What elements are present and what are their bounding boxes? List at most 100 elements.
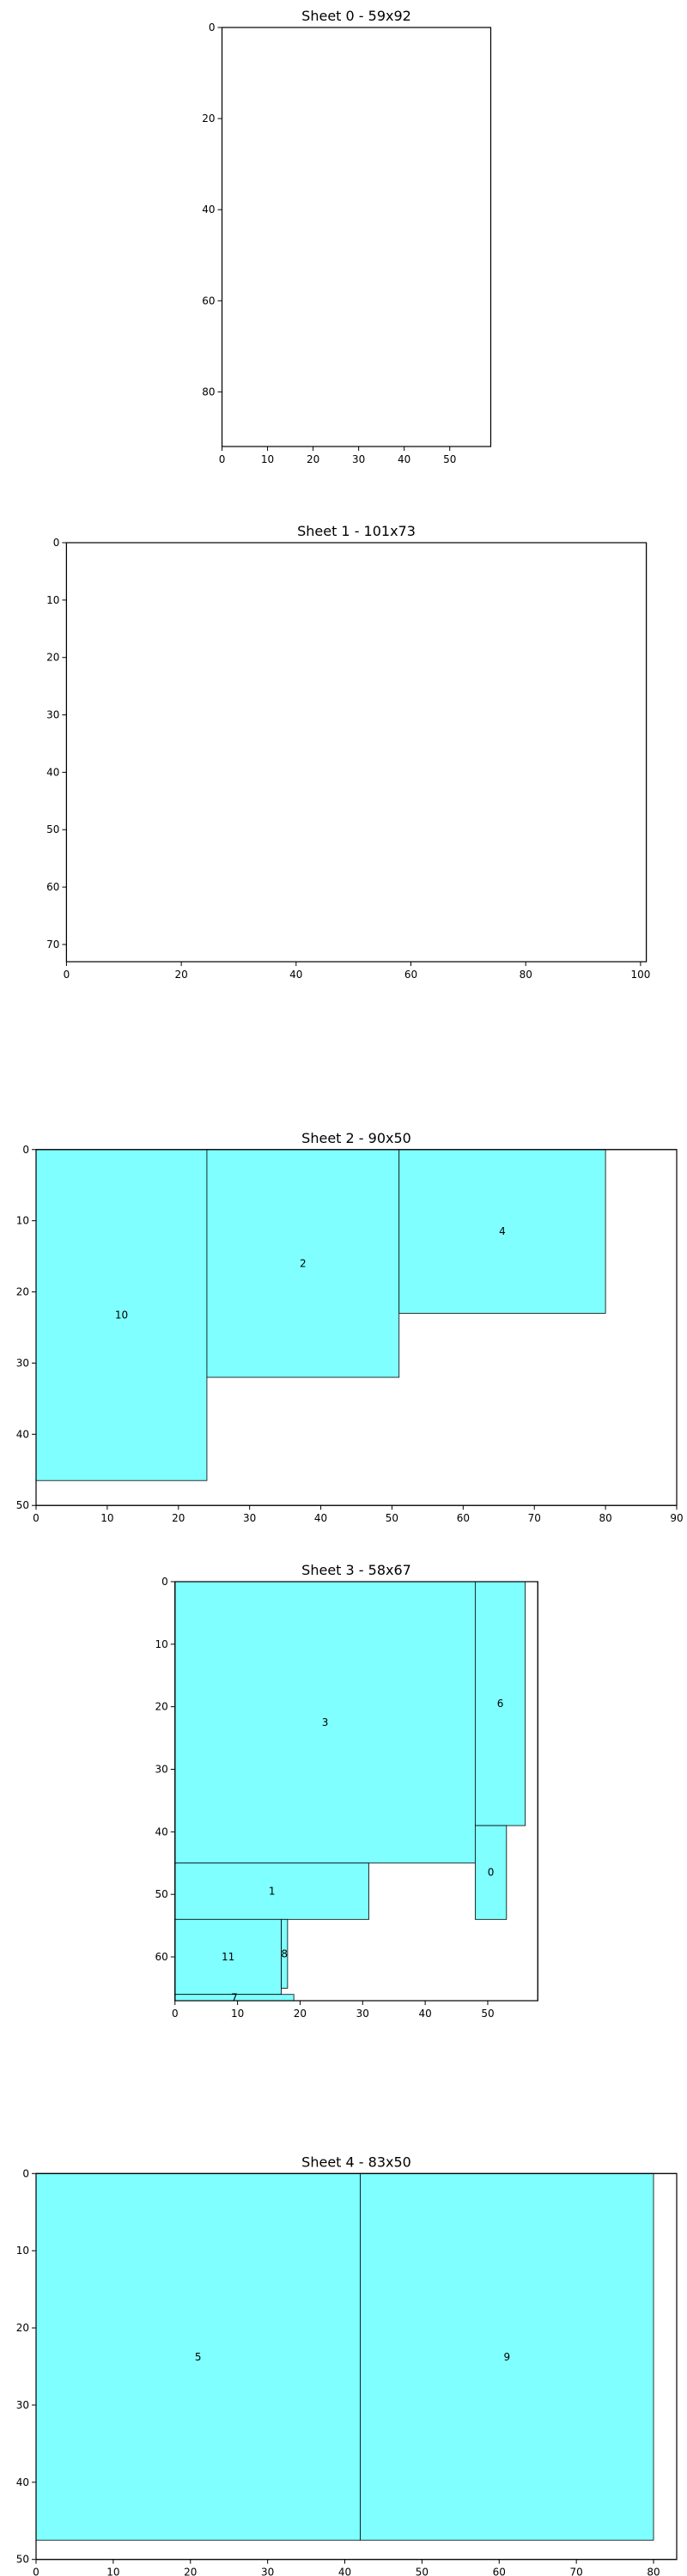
sheet-2-ytick-label: 40 [16, 1428, 29, 1440]
piece-6-label: 6 [497, 1698, 504, 1710]
sheet-2-xtick-label: 10 [100, 1512, 113, 1524]
sheet-0-ytick-label: 20 [202, 112, 215, 125]
sheet-0-ytick-label: 60 [202, 295, 215, 307]
sheet-0-ytick-label: 80 [202, 386, 215, 398]
piece-3-rect [174, 1581, 476, 1864]
sheet-1-panel: Sheet 1 - 101x73 0 20 40 60 80 100 0 10 20 30 40 50 6… [46, 523, 650, 981]
sheet-0-title: Sheet 0 - 59x92 [301, 8, 411, 24]
sheet-4-xtick-label: 40 [338, 2567, 351, 2576]
sheet-4-xtick-label: 20 [184, 2567, 197, 2576]
sheet-1-ytick-label: 40 [46, 766, 59, 778]
sheet-2-title: Sheet 2 - 90x50 [301, 1130, 411, 1146]
piece-2-label: 2 [300, 1257, 307, 1269]
piece-7-label: 7 [231, 1991, 238, 2003]
sheet-1-xtick-label: 80 [520, 969, 532, 981]
sheet-4-xtick-label: 30 [261, 2567, 274, 2576]
sheet-4-xtick-label: 10 [106, 2567, 119, 2576]
sheet-3-ytick-label: 10 [155, 1638, 167, 1650]
sheet-4-xtick-label: 70 [570, 2567, 583, 2576]
piece-1-rect [174, 1862, 369, 1920]
sheet-1-ytick-label: 0 [53, 537, 60, 549]
sheet-3-title: Sheet 3 - 58x67 [301, 1562, 411, 1578]
sheet-1-ytick-label: 70 [46, 939, 59, 951]
sheet-1-xtick-label: 100 [630, 969, 650, 981]
sheet-2-xtick-label: 0 [33, 1512, 40, 1524]
sheet-3-ytick-label: 60 [155, 1951, 167, 1963]
sheet-1-ytick-label: 20 [46, 652, 59, 664]
piece-11-label: 11 [222, 1951, 234, 1963]
sheet-2-xtick-label: 60 [457, 1512, 470, 1524]
sheet-0-xtick-label: 40 [398, 453, 410, 465]
sheet-4-ytick-label: 30 [16, 2399, 29, 2411]
sheet-1-ytick-label: 60 [46, 881, 59, 893]
sheet-3-xtick-label: 30 [356, 2008, 369, 2020]
sheet-0-ytick-label: 0 [209, 21, 216, 33]
sheet-1-boundary [65, 542, 647, 963]
sheet-4-ytick-label: 10 [16, 2245, 29, 2257]
sheet-2-xtick-label: 50 [386, 1512, 398, 1524]
sheet-4-xtick-label: 0 [33, 2567, 40, 2576]
sheet-1-xtick-label: 60 [404, 969, 417, 981]
piece-4-rect [398, 1149, 606, 1314]
sheet-4-xtick-label: 60 [493, 2567, 506, 2576]
sheet-3-xtick-label: 20 [294, 2008, 307, 2020]
sheet-3-xtick-label: 0 [172, 2008, 179, 2020]
sheet-0-panel: Sheet 0 - 59x92 0 10 20 30 40 50 0 20 40 60 80 [202, 8, 492, 465]
piece-10-label: 10 [115, 1309, 128, 1321]
piece-4-label: 4 [499, 1225, 506, 1237]
sheet-3-ytick-label: 0 [161, 1576, 168, 1588]
sheet-0-xtick-label: 50 [443, 453, 456, 465]
sheet-2-xtick-label: 70 [528, 1512, 541, 1524]
piece-0-rect [474, 1825, 508, 1920]
sheet-2-axes-frame [35, 1149, 678, 1506]
sheet-0-axes-frame [222, 27, 491, 447]
sheet-2-xtick-label: 80 [599, 1512, 611, 1524]
sheet-4-axes-frame [35, 2172, 678, 2561]
sheet-0-xtick-label: 0 [219, 453, 226, 465]
sheet-2-ytick-label: 10 [16, 1215, 29, 1227]
sheet-1-title: Sheet 1 - 101x73 [297, 523, 416, 539]
sheet-4-ytick-label: 50 [16, 2554, 29, 2566]
sheet-0-boundary [221, 27, 492, 447]
sheet-1-xtick-label: 40 [289, 969, 302, 981]
sheet-2-xtick-label: 40 [314, 1512, 327, 1524]
sheet-2-ytick-label: 50 [16, 1499, 29, 1511]
sheet-4-title: Sheet 4 - 83x50 [301, 2154, 411, 2170]
sheet-4-xtick-label: 50 [416, 2567, 429, 2576]
sheet-2-xtick-label: 90 [670, 1512, 683, 1524]
sheet-1-ytick-label: 50 [46, 823, 59, 835]
sheet-1-ytick-label: 10 [46, 594, 59, 606]
piece-5-rect [35, 2172, 361, 2541]
sheet-3-xtick-label: 10 [231, 2008, 244, 2020]
piece-8-rect [281, 1918, 289, 1989]
sheet-2-xtick-label: 20 [172, 1512, 185, 1524]
sheet-1-xtick-label: 0 [64, 969, 70, 981]
sheet-4-xtick-label: 80 [647, 2567, 660, 2576]
sheet-3-axes-frame [174, 1581, 538, 2002]
piece-11-rect [174, 1918, 282, 1996]
piece-0-label: 0 [488, 1867, 495, 1879]
piece-1-label: 1 [269, 1886, 276, 1898]
piece-6-rect [474, 1581, 526, 1826]
piece-8-label: 8 [281, 1947, 288, 1959]
piece-5-label: 5 [195, 2351, 202, 2363]
sheet-4-ytick-label: 0 [22, 2167, 29, 2179]
piece-10-rect [35, 1149, 208, 1481]
sheet-2-ytick-label: 30 [16, 1357, 29, 1369]
sheet-0-xtick-label: 10 [261, 453, 274, 465]
sheet-3-ytick-label: 50 [155, 1888, 167, 1900]
sheet-3-ytick-label: 30 [155, 1764, 167, 1776]
sheet-3-xtick-label: 50 [481, 2008, 494, 2020]
piece-2-rect [206, 1149, 400, 1378]
piece-3-label: 3 [322, 1716, 329, 1728]
sheet-4-panel: Sheet 4 - 83x50 5 9 0 10 20 30 40 50 60 70 80 0 10 20 3… [16, 2154, 678, 2576]
sheet-1-axes-frame [65, 542, 647, 963]
sheet-1-xtick-label: 20 [174, 969, 187, 981]
sheet-1-ytick-label: 30 [46, 709, 59, 721]
sheet-0-xtick-label: 30 [352, 453, 365, 465]
sheet-3-ytick-label: 20 [155, 1701, 167, 1713]
sheet-2-panel: Sheet 2 - 90x50 10 2 40 10 20 30 40 50 60 70 80 90 0 1… [16, 1130, 684, 1524]
sheet-3-xtick-label: 40 [418, 2008, 431, 2020]
